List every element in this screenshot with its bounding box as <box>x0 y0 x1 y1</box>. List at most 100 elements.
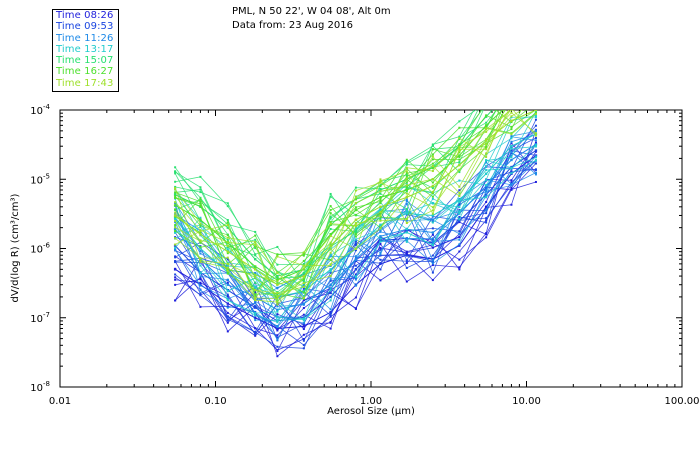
replicate-point <box>276 321 279 324</box>
replicate-point <box>510 77 512 79</box>
replicate-point <box>535 102 537 104</box>
replicate-point <box>431 279 434 282</box>
replicate-point <box>329 287 332 290</box>
data-point <box>354 268 358 271</box>
replicate-point <box>354 284 357 287</box>
replicate-point <box>405 260 408 263</box>
replicate-point <box>174 278 177 281</box>
replicate-point <box>254 291 257 294</box>
replicate-point <box>534 132 537 135</box>
replicate-point <box>329 233 332 236</box>
replicate-point <box>329 227 332 230</box>
replicate-point <box>431 271 434 274</box>
replicate-point <box>534 141 537 144</box>
replicate-point <box>302 313 305 316</box>
replicate-point <box>276 295 279 298</box>
replicate-point <box>276 328 279 331</box>
replicate-point <box>226 256 229 259</box>
replicate-point <box>302 299 305 302</box>
replicate-point <box>431 170 434 173</box>
replicate-point <box>379 258 382 261</box>
replicate-point <box>226 202 229 205</box>
replicate-point <box>458 194 461 197</box>
replicate-point <box>405 250 408 253</box>
replicate-point <box>199 264 202 267</box>
replicate-point <box>534 139 537 142</box>
replicate-point <box>485 103 487 105</box>
data-point <box>458 244 461 247</box>
replicate-point <box>431 202 434 205</box>
replicate-point <box>329 275 332 278</box>
data-point <box>431 231 435 234</box>
replicate-point <box>199 175 202 178</box>
replicate-point <box>379 184 382 187</box>
replicate-point <box>276 326 279 329</box>
replicate-point <box>379 242 382 245</box>
data-point <box>173 244 177 247</box>
replicate-point <box>199 284 202 287</box>
replicate-point <box>510 128 513 131</box>
replicate-point <box>485 145 488 148</box>
replicate-point <box>431 190 434 193</box>
replicate-point <box>379 210 382 213</box>
data-point <box>431 184 435 188</box>
replicate-point <box>226 238 229 241</box>
replicate-point <box>226 315 229 318</box>
replicate-point <box>254 254 257 257</box>
replicate-point <box>510 80 512 82</box>
replicate-point <box>405 231 408 234</box>
replicate-point <box>254 314 257 317</box>
replicate-point <box>354 186 357 189</box>
replicate-point <box>174 185 177 188</box>
replicate-point <box>354 247 357 250</box>
data-point <box>379 188 382 192</box>
replicate-point <box>254 285 257 288</box>
replicate-point <box>174 299 177 302</box>
replicate-point <box>276 245 279 248</box>
replicate-point <box>174 236 177 239</box>
replicate-point <box>276 277 279 280</box>
replicate-point <box>485 217 488 220</box>
replicate-point <box>226 311 229 314</box>
replicate-point <box>458 200 461 203</box>
replicate-point <box>199 305 202 308</box>
replicate-point <box>431 162 434 165</box>
replicate-point <box>199 216 202 219</box>
replicate-point <box>458 192 461 195</box>
data-point <box>173 204 177 207</box>
data-point <box>329 244 332 247</box>
replicate-point <box>485 138 488 141</box>
replicate-point <box>458 120 461 123</box>
replicate-point <box>329 209 332 212</box>
replicate-point <box>329 215 332 218</box>
replicate-point <box>302 287 305 290</box>
data-point <box>276 283 279 286</box>
replicate-point <box>379 214 382 217</box>
replicate-point <box>534 159 537 162</box>
replicate-point <box>405 181 408 184</box>
replicate-point <box>199 229 202 232</box>
data-point <box>510 119 513 122</box>
data-point <box>253 265 257 268</box>
replicate-point <box>535 57 537 59</box>
replicate-point <box>485 102 487 104</box>
legend-entry: Time 11:26 <box>56 32 114 44</box>
replicate-point <box>405 184 408 187</box>
replicate-point <box>302 339 305 342</box>
replicate-point <box>535 98 537 100</box>
replicate-point <box>226 258 229 261</box>
replicate-point <box>276 287 279 290</box>
replicate-point <box>199 197 202 200</box>
replicate-point <box>174 191 177 194</box>
replicate-point <box>302 318 305 321</box>
replicate-point <box>510 110 513 111</box>
replicate-point <box>354 206 357 209</box>
replicate-point <box>534 130 537 133</box>
replicate-point <box>254 247 257 250</box>
replicate-point <box>226 330 229 333</box>
replicate-point <box>174 187 177 190</box>
replicate-point <box>226 219 229 222</box>
data-point <box>510 145 513 148</box>
legend-entry: Time 15:07 <box>56 55 114 67</box>
replicate-point <box>199 252 202 255</box>
